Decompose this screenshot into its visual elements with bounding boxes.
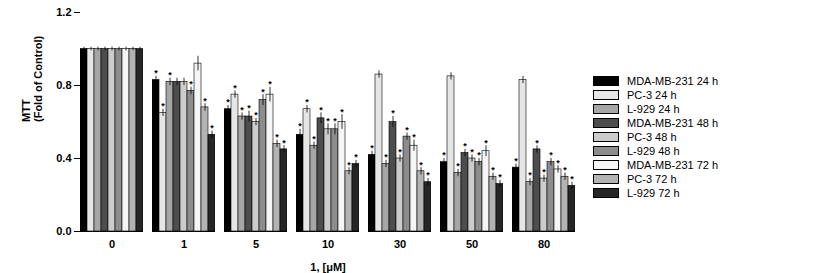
svg-text:1, [μM]: 1, [μM] xyxy=(310,261,346,273)
svg-text:0: 0 xyxy=(109,238,115,250)
svg-text:*: * xyxy=(556,158,560,168)
svg-text:*: * xyxy=(268,79,272,89)
svg-text:*: * xyxy=(535,138,539,148)
svg-text:*: * xyxy=(426,170,430,180)
svg-text:*: * xyxy=(491,165,495,175)
svg-text:*: * xyxy=(484,138,488,148)
svg-text:*: * xyxy=(254,110,258,120)
svg-text:MTT(Fold of Control): MTT(Fold of Control) xyxy=(20,36,44,122)
svg-text:*: * xyxy=(319,105,323,115)
html-text:PC-3 72 h: PC-3 72 h xyxy=(627,172,677,185)
svg-text:0.4: 0.4 xyxy=(56,152,72,164)
svg-text:*: * xyxy=(463,141,467,151)
svg-text:*: * xyxy=(210,123,214,133)
svg-text:30: 30 xyxy=(394,238,406,250)
svg-text:*: * xyxy=(275,132,279,142)
svg-text:50: 50 xyxy=(466,238,478,250)
svg-text:*: * xyxy=(563,165,567,175)
svg-text:*: * xyxy=(470,147,474,157)
svg-text:*: * xyxy=(570,174,574,184)
svg-text:80: 80 xyxy=(538,238,550,250)
svg-text:*: * xyxy=(168,70,172,80)
svg-text:*: * xyxy=(340,107,344,117)
svg-text:*: * xyxy=(261,87,265,97)
svg-text:*: * xyxy=(247,103,251,113)
svg-text:0.0: 0.0 xyxy=(56,225,71,237)
svg-text:*: * xyxy=(233,83,237,93)
svg-text:1: 1 xyxy=(181,238,187,250)
svg-text:*: * xyxy=(240,105,244,115)
html-text:PC-3 48 h: PC-3 48 h xyxy=(627,130,677,143)
svg-text:*: * xyxy=(412,132,416,142)
svg-text:*: * xyxy=(298,121,302,131)
svg-text:0.8: 0.8 xyxy=(56,79,71,91)
html-text:MDA-MB-231 72 h: MDA-MB-231 72 h xyxy=(627,158,719,171)
svg-text:1.2: 1.2 xyxy=(56,6,71,18)
svg-text:*: * xyxy=(528,170,532,180)
svg-text:*: * xyxy=(282,138,286,148)
svg-text:*: * xyxy=(514,156,518,166)
svg-text:*: * xyxy=(391,108,395,118)
svg-text:*: * xyxy=(542,167,546,177)
svg-text:*: * xyxy=(312,134,316,144)
svg-text:*: * xyxy=(305,97,309,107)
html-text:PC-3 24 h: PC-3 24 h xyxy=(627,88,677,101)
svg-text:*: * xyxy=(498,172,502,182)
svg-text:*: * xyxy=(398,147,402,157)
svg-text:*: * xyxy=(477,150,481,160)
svg-text:*: * xyxy=(161,101,165,111)
svg-text:*: * xyxy=(549,150,553,160)
svg-text:*: * xyxy=(347,160,351,170)
svg-text:*: * xyxy=(333,116,337,126)
svg-text:*: * xyxy=(226,97,230,107)
html-text:L-929 72 h: L-929 72 h xyxy=(627,186,680,199)
svg-text:*: * xyxy=(370,143,374,153)
svg-text:*: * xyxy=(405,125,409,135)
svg-text:*: * xyxy=(442,150,446,160)
svg-text:*: * xyxy=(189,79,193,89)
html-text:MDA-MB-231 48 h: MDA-MB-231 48 h xyxy=(627,116,719,129)
svg-text:5: 5 xyxy=(253,238,259,250)
svg-text:*: * xyxy=(203,96,207,106)
html-text:L-929 48 h: L-929 48 h xyxy=(627,144,680,157)
html-text:L-929 24 h: L-929 24 h xyxy=(627,102,680,115)
svg-text:*: * xyxy=(456,161,460,171)
svg-text:*: * xyxy=(419,160,423,170)
svg-text:*: * xyxy=(154,68,158,78)
html-text:MDA-MB-231 24 h: MDA-MB-231 24 h xyxy=(627,74,719,87)
svg-text:*: * xyxy=(354,152,358,162)
svg-text:*: * xyxy=(326,116,330,126)
svg-text:*: * xyxy=(384,152,388,162)
svg-text:10: 10 xyxy=(322,238,334,250)
